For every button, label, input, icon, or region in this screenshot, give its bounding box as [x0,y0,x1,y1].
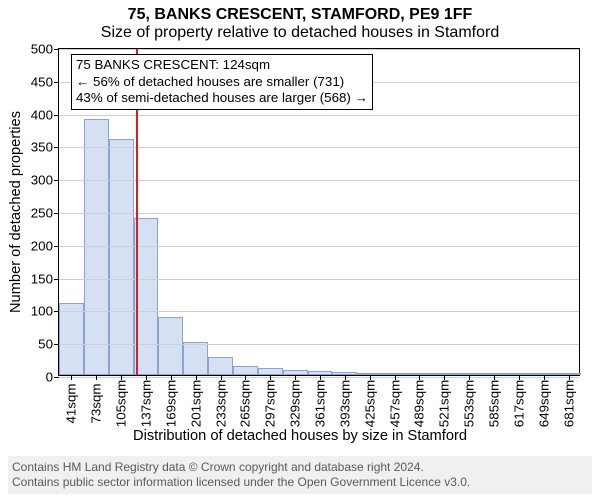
y-tick [54,49,59,50]
annotation-box: 75 BANKS CRESCENT: 124sqm← 56% of detach… [71,54,373,110]
page-subtitle: Size of property relative to detached ho… [0,24,600,42]
y-tick-label: 350 [31,140,53,155]
y-tick-label: 450 [31,74,53,89]
caption-line: Contains public sector information licen… [12,475,588,490]
caption: Contains HM Land Registry data © Crown c… [8,456,592,494]
x-tick-label: 73sqm [89,383,104,423]
y-tick-label: 250 [31,206,53,221]
annotation-line: 43% of semi-detached houses are larger (… [76,90,368,107]
x-tick-label: 233sqm [213,380,228,427]
y-tick [54,246,59,247]
page-title: 75, BANKS CRESCENT, STAMFORD, PE9 1FF [0,6,600,24]
caption-line: Contains HM Land Registry data © Crown c… [12,460,588,475]
y-tick-label: 150 [31,271,53,286]
x-tick-label: 425sqm [362,380,377,427]
y-tick [54,311,59,312]
x-tick-label: 585sqm [487,380,502,427]
y-axis-label: Number of detached properties [8,111,24,313]
x-tick-label: 681sqm [561,380,576,427]
x-tick-label: 617sqm [511,380,526,427]
x-tick-label: 169sqm [163,380,178,427]
y-tick [54,147,59,148]
histogram-bar [258,368,283,375]
y-tick [54,115,59,116]
plot-area: 41sqm73sqm105sqm137sqm169sqm201sqm233sqm… [58,48,580,376]
histogram-bar [109,139,134,375]
y-tick-label: 200 [31,238,53,253]
y-tick [54,213,59,214]
histogram-bar [208,357,233,375]
x-tick-label: 489sqm [412,380,427,427]
y-gridline [59,377,579,378]
y-tick-label: 400 [31,107,53,122]
x-tick-label: 297sqm [263,380,278,427]
x-tick-label: 201sqm [188,380,203,427]
y-tick [54,344,59,345]
y-tick-label: 300 [31,173,53,188]
x-tick-label: 553sqm [462,380,477,427]
x-tick-label: 457sqm [387,380,402,427]
y-tick-label: 100 [31,304,53,319]
y-tick [54,377,59,378]
x-axis-label: Distribution of detached houses by size … [0,428,600,444]
y-tick [54,279,59,280]
histogram-bar [183,342,208,375]
x-tick-label: 521sqm [437,380,452,427]
chart-container: { "title": { "line1": "75, BANKS CRESCEN… [0,0,600,500]
x-tick-label: 265sqm [238,380,253,427]
x-tick-label: 649sqm [536,380,551,427]
x-tick-label: 137sqm [139,380,154,427]
x-tick-label: 393sqm [337,380,352,427]
y-tick [54,180,59,181]
y-tick-label: 500 [31,42,53,57]
annotation-line: 75 BANKS CRESCENT: 124sqm [76,57,368,74]
histogram-bar [59,303,84,375]
y-tick-label: 50 [38,337,53,352]
x-tick-label: 41sqm [64,383,79,423]
x-tick-mark [71,375,72,380]
x-tick-label: 361sqm [313,380,328,427]
x-tick-label: 329sqm [288,380,303,427]
histogram-bar [158,317,183,375]
x-tick-mark [96,375,97,380]
histogram-bar [84,119,109,375]
x-tick-label: 105sqm [114,380,129,427]
y-tick [54,82,59,83]
y-tick-label: 0 [46,370,53,385]
histogram-bar [233,366,258,375]
annotation-line: ← 56% of detached houses are smaller (73… [76,74,368,91]
